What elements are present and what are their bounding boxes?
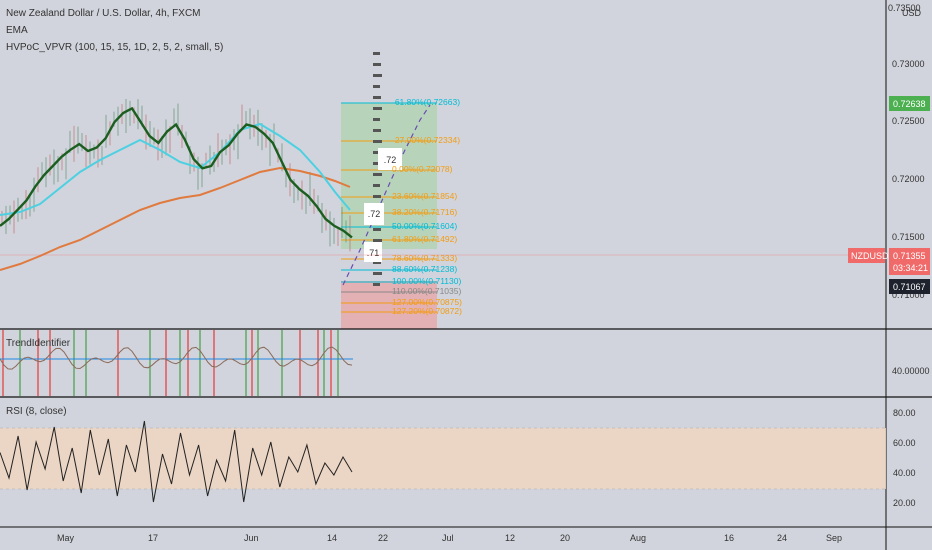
fib-label: 23.60%(0.71854) — [392, 191, 457, 201]
trend-axis-label: 40.00000 — [892, 366, 930, 376]
fib-label: 88.60%(0.71238) — [392, 264, 457, 274]
vpvr-bar — [373, 63, 381, 66]
svg-text:.72: .72 — [384, 155, 397, 165]
price-marker-1: .72 — [378, 148, 402, 170]
svg-text:NZDUSD: NZDUSD — [851, 251, 889, 261]
vpvr-bar — [373, 272, 382, 275]
indicator-ema[interactable]: EMA — [6, 25, 28, 36]
vpvr-bar — [373, 239, 382, 242]
symbol-title: New Zealand Dollar / U.S. Dollar, 4h, FX… — [6, 8, 201, 19]
vpvr-bar — [373, 107, 382, 110]
fib-labels: -61.80%(0.72663) -27.00%(0.72334) 0.00%(… — [392, 97, 462, 316]
vpvr-bar — [373, 261, 381, 264]
vpvr-bar — [373, 85, 380, 88]
fib-profit-zone — [341, 103, 437, 249]
vpvr-bar — [373, 129, 381, 132]
fib-label: 50.00%(0.71604) — [392, 221, 457, 231]
rsi-axis-label: 40.00 — [893, 468, 916, 478]
last-price-badge: 0.71355 03:34:21 — [889, 248, 930, 275]
rsi-line — [0, 420, 353, 503]
ema-orange-line — [0, 166, 351, 271]
time-axis-label: Jun — [244, 533, 259, 543]
vpvr-bar — [373, 52, 380, 55]
price-axis-label: 0.72500 — [892, 116, 925, 126]
fib-top-badge: 0.72638 — [889, 96, 930, 111]
time-axis-label: 24 — [777, 533, 787, 543]
fib-lines — [341, 102, 437, 313]
time-axis[interactable]: May 17 Jun 14 22 Jul 12 20 Aug 16 24 Sep — [57, 533, 842, 543]
time-axis-label: 17 — [148, 533, 158, 543]
time-axis-label: Sep — [826, 533, 842, 543]
price-axis-label: 0.71500 — [892, 232, 925, 242]
svg-text:0.72638: 0.72638 — [893, 99, 926, 109]
price-marker-3: .71 — [364, 242, 382, 262]
trend-line — [0, 346, 353, 370]
ema-dark-line — [0, 106, 353, 239]
fib-label: 38.20%(0.71716) — [392, 207, 457, 217]
vpvr-bar — [373, 283, 380, 286]
rsi-axis-label: 80.00 — [893, 408, 916, 418]
trend-panel-title[interactable]: TrendIdentifier — [6, 338, 71, 349]
fib-bottom-badge: 0.71067 — [889, 279, 930, 294]
indicator-vpvr[interactable]: HVPoC_VPVR (100, 15, 15, 1D, 2, 5, 2, sm… — [6, 42, 223, 53]
svg-text:03:34:21: 03:34:21 — [893, 263, 928, 273]
rsi-axis-label: 20.00 — [893, 498, 916, 508]
fib-label: 0.00%(0.72078) — [392, 164, 453, 174]
fib-label: -61.80%(0.72663) — [392, 97, 460, 107]
time-axis-label: 14 — [327, 533, 337, 543]
time-axis-label: Jul — [442, 533, 454, 543]
time-axis-label: 12 — [505, 533, 515, 543]
vpvr-bar — [373, 74, 382, 77]
price-axis-label: 0.73500 — [888, 3, 921, 13]
rsi-panel-title[interactable]: RSI (8, close) — [6, 406, 67, 417]
time-axis-label: 20 — [560, 533, 570, 543]
svg-text:.72: .72 — [368, 209, 381, 219]
svg-text:0.71355: 0.71355 — [893, 251, 926, 261]
vpvr-bar — [373, 184, 380, 187]
vpvr-bar — [373, 151, 380, 154]
fib-label: 78.60%(0.71333) — [392, 253, 457, 263]
ema-cyan-line — [0, 122, 351, 216]
fib-label: 100.00%(0.71130) — [392, 276, 461, 286]
time-axis-label: Aug — [630, 533, 646, 543]
currency-label: USD — [902, 8, 922, 18]
vpvr-bar — [373, 140, 382, 143]
price-axis-label: 0.72000 — [892, 174, 925, 184]
fib-loss-zone — [341, 281, 437, 329]
price-axis-label: 0.73000 — [892, 59, 925, 69]
time-axis-label: May — [57, 533, 75, 543]
fib-label: 110.00%(0.71035) — [392, 286, 461, 296]
fib-label: 61.80%(0.71492) — [392, 234, 457, 244]
vpvr-bar — [373, 96, 381, 99]
projection-line — [342, 104, 431, 286]
fib-label: 127.20%(0.70872) — [392, 306, 462, 316]
price-marker-2: .72 — [364, 203, 384, 225]
symbol-badge: NZDUSD — [848, 248, 889, 263]
rsi-band — [0, 428, 886, 489]
vpvr-bar — [373, 173, 382, 176]
svg-text:0.71067: 0.71067 — [893, 282, 926, 292]
vpvr-bar — [373, 228, 381, 231]
fib-label: 127.00%(0.70875) — [392, 297, 462, 307]
time-axis-label: 22 — [378, 533, 388, 543]
vpvr-bar — [373, 118, 380, 121]
vpvr-bar — [373, 195, 381, 198]
svg-text:.71: .71 — [367, 248, 380, 258]
price-axis-label: 0.71000 — [892, 290, 925, 300]
vpvr-bar — [373, 162, 381, 165]
time-axis-label: 16 — [724, 533, 734, 543]
rsi-axis-label: 60.00 — [893, 438, 916, 448]
fib-label: -27.00%(0.72334) — [392, 135, 460, 145]
